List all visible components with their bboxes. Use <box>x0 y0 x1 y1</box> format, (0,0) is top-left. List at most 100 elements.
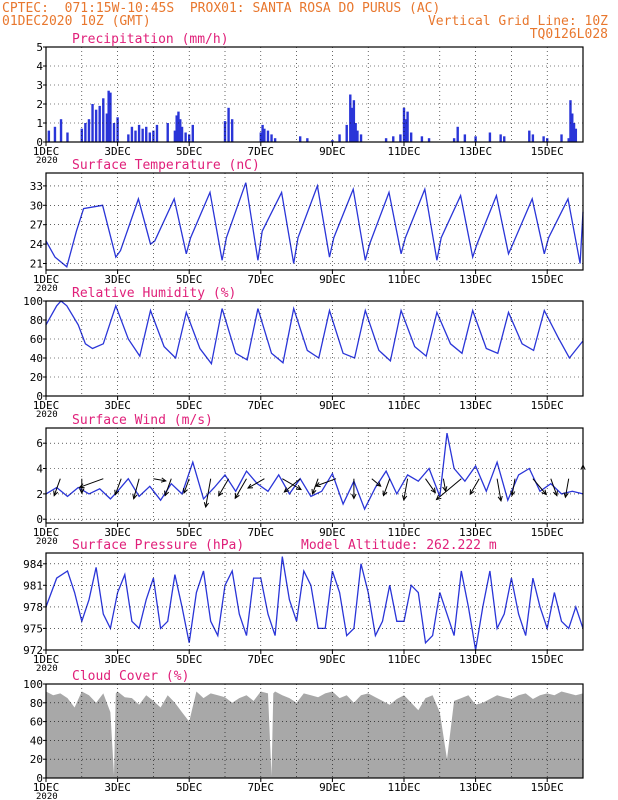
precip-bar <box>392 136 395 142</box>
x-year-label: 2020 <box>36 284 58 294</box>
wind-arrow <box>114 478 122 495</box>
panel-title: Surface Pressure (hPa) <box>72 538 244 553</box>
precip-bar <box>331 140 334 142</box>
precip-bar <box>456 126 459 142</box>
wind-arrow <box>153 478 166 482</box>
y-tick-label: 80 <box>30 314 43 327</box>
x-tick-label: 11DEC <box>387 653 420 666</box>
x-tick-label: 3DEC <box>104 399 131 412</box>
header-run-time: 01DEC2020 10Z (GMT) <box>2 14 151 29</box>
y-tick-label: 20 <box>30 371 43 384</box>
y-tick-label: 5 <box>36 41 43 54</box>
wind-arrow-head <box>442 486 448 493</box>
x-year-label: 2020 <box>36 537 58 547</box>
y-tick-label: 978 <box>23 601 43 614</box>
precip-bar <box>230 119 234 142</box>
x-tick-label: 3DEC <box>104 273 131 286</box>
wind-arrow-head <box>311 488 317 495</box>
precip-bar <box>356 130 359 142</box>
wind-arrow <box>234 478 247 499</box>
x-tick-label: 5DEC <box>176 273 203 286</box>
x-year-label: 2020 <box>36 792 58 800</box>
precip-bar <box>145 126 148 142</box>
panel-title: Surface Wind (m/s) <box>72 413 213 428</box>
x-tick-label: 5DEC <box>176 653 203 666</box>
wind-arrow <box>218 478 230 497</box>
x-tick-label: 3DEC <box>104 526 131 539</box>
wind-arrow <box>183 478 190 494</box>
x-tick-label: 11DEC <box>387 145 420 158</box>
panel-frame <box>45 46 584 143</box>
precip-bar <box>338 134 341 142</box>
precip-bar <box>349 94 352 142</box>
precip-bar <box>47 130 51 142</box>
precip-bar <box>137 124 141 142</box>
precip-bar <box>352 100 356 142</box>
precip-bar <box>184 132 187 142</box>
precip-bar <box>191 124 194 142</box>
x-tick-label: 1DEC <box>33 781 60 794</box>
cloud-cover-area <box>46 691 583 778</box>
x-tick-label: 3DEC <box>104 145 131 158</box>
panel-4: 972 975 978 981 984 1DEC 3DEC 5DEC 7DEC 9DEC 11DEC… <box>23 538 584 674</box>
precip-bar <box>560 134 563 142</box>
wind-arrow-head <box>375 481 382 487</box>
precip-bar <box>102 98 105 142</box>
header-model-code: TQ0126L028 <box>529 27 608 42</box>
y-tick-label: 1 <box>36 117 43 130</box>
wind-arrow-head <box>430 487 436 494</box>
y-tick-label: 100 <box>23 678 43 691</box>
y-tick-label: 40 <box>30 734 43 747</box>
precip-bar <box>420 136 424 142</box>
precip-bar <box>148 132 152 142</box>
series-line-1 <box>45 182 584 268</box>
x-tick-label: 1DEC <box>33 145 60 158</box>
wind-arrow-head <box>132 493 138 500</box>
precip-bar <box>177 111 180 142</box>
precip-bar <box>350 107 354 142</box>
precip-bar <box>406 111 409 142</box>
panel-frame <box>45 683 584 779</box>
x-tick-label: 1DEC <box>33 653 60 666</box>
x-tick-label: 7DEC <box>248 145 275 158</box>
wind-arrow-head <box>160 477 167 483</box>
wind-arrow-head <box>402 494 408 502</box>
precip-bar <box>404 119 407 142</box>
y-tick-label: 20 <box>30 753 43 766</box>
y-tick-label: 4 <box>36 463 43 476</box>
precip-bar <box>130 126 134 142</box>
wind-arrow <box>205 478 212 508</box>
x-tick-label: 7DEC <box>248 653 275 666</box>
precip-bar <box>155 124 159 142</box>
x-tick-label: 5DEC <box>176 781 203 794</box>
wind-arrow-head <box>79 488 85 495</box>
precip-bar <box>152 130 155 142</box>
panel-title: Precipitation (mm/h) <box>72 32 229 47</box>
precip-bar <box>84 123 87 142</box>
x-tick-label: 1DEC <box>33 399 60 412</box>
x-tick-label: 15DEC <box>531 145 564 158</box>
panel-title: Cloud Cover (%) <box>72 669 189 684</box>
x-tick-label: 13DEC <box>459 653 492 666</box>
precip-bar <box>94 109 98 142</box>
panel-frame <box>45 172 584 271</box>
wind-arrow-head <box>553 490 558 497</box>
series-line-4 <box>45 556 584 651</box>
y-tick-label: 0 <box>36 772 43 785</box>
x-tick-label: 9DEC <box>319 781 346 794</box>
wind-arrow <box>436 478 462 500</box>
x-tick-label: 3DEC <box>104 781 131 794</box>
precip-bar <box>166 123 169 142</box>
precip-bar <box>542 136 545 142</box>
x-tick-label: 7DEC <box>248 273 275 286</box>
x-tick-label: 11DEC <box>387 781 420 794</box>
precip-bar <box>66 132 69 142</box>
precip-bar <box>574 128 578 142</box>
precip-bar <box>452 138 456 142</box>
precip-bar <box>141 128 144 142</box>
precip-bar <box>112 123 116 142</box>
precip-bar <box>261 124 264 142</box>
precip-bar <box>259 132 262 142</box>
wind-arrow <box>371 478 382 487</box>
